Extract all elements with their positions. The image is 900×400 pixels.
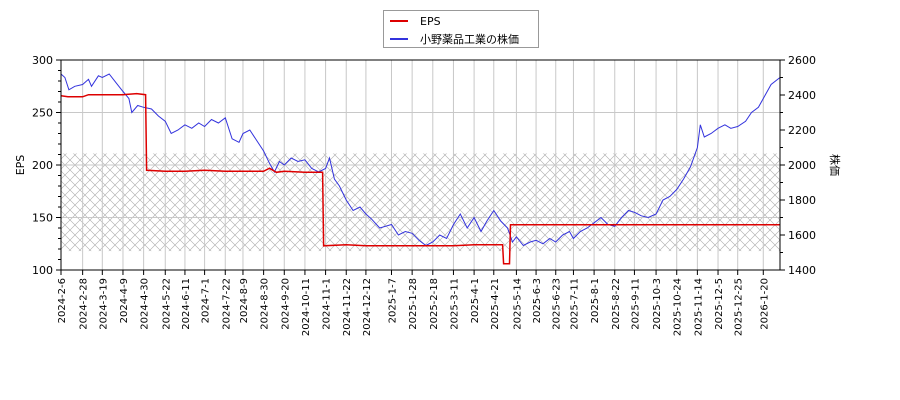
svg-text:250: 250 — [32, 107, 53, 120]
svg-text:2025-1-7: 2025-1-7 — [387, 278, 398, 323]
svg-text:2000: 2000 — [788, 159, 816, 172]
svg-text:2025-9-11: 2025-9-11 — [630, 278, 641, 330]
legend-label-price: 小野薬品工業の株価 — [420, 33, 519, 46]
svg-text:2025-11-14: 2025-11-14 — [693, 278, 704, 336]
eps-swatch-icon — [390, 20, 408, 22]
svg-text:2024-4-30: 2024-4-30 — [140, 278, 151, 330]
svg-text:2400: 2400 — [788, 89, 816, 102]
y-axis-label-left: EPS — [14, 155, 27, 176]
svg-text:2024-7-22: 2024-7-22 — [221, 278, 232, 330]
svg-text:2024-7-1: 2024-7-1 — [201, 278, 212, 323]
svg-text:2024-8-9: 2024-8-9 — [239, 278, 250, 323]
svg-text:2025-8-22: 2025-8-22 — [611, 278, 622, 330]
svg-text:2025-1-28: 2025-1-28 — [408, 278, 419, 330]
svg-text:2025-2-18: 2025-2-18 — [429, 278, 440, 330]
svg-text:100: 100 — [32, 264, 53, 277]
svg-text:2025-8-1: 2025-8-1 — [590, 278, 601, 323]
y-axis-label-right: 株価 — [828, 154, 842, 176]
axes: 100 150 200 250 300 1400 1600 1800 2000 2200 2400 2… — [32, 54, 816, 336]
svg-text:2024-3-19: 2024-3-19 — [98, 278, 109, 330]
svg-text:2600: 2600 — [788, 54, 816, 67]
svg-text:2025-4-1: 2025-4-1 — [470, 278, 481, 323]
svg-text:2025-10-24: 2025-10-24 — [673, 278, 684, 336]
svg-text:2024-12-12: 2024-12-12 — [362, 278, 373, 336]
svg-text:2024-5-22: 2024-5-22 — [161, 278, 172, 330]
svg-text:2200: 2200 — [788, 124, 816, 137]
svg-text:2024-10-11: 2024-10-11 — [301, 278, 312, 336]
svg-text:2024-9-20: 2024-9-20 — [280, 278, 291, 330]
svg-text:150: 150 — [32, 212, 53, 225]
svg-text:2025-12-5: 2025-12-5 — [714, 278, 725, 330]
svg-text:2025-3-11: 2025-3-11 — [449, 278, 460, 330]
svg-text:2025-12-25: 2025-12-25 — [734, 278, 745, 336]
svg-text:2024-11-1: 2024-11-1 — [322, 278, 333, 330]
price-swatch-icon — [390, 38, 408, 40]
svg-text:2025-7-11: 2025-7-11 — [569, 278, 580, 330]
legend: EPS 小野薬品工業の株価 — [383, 10, 539, 48]
svg-text:2024-6-11: 2024-6-11 — [181, 278, 192, 330]
svg-text:200: 200 — [32, 159, 53, 172]
svg-text:2026-1-20: 2026-1-20 — [759, 278, 770, 330]
svg-text:2025-6-3: 2025-6-3 — [532, 278, 543, 323]
price-series-line — [61, 73, 780, 247]
hatched-band — [61, 153, 780, 252]
svg-text:2025-6-23: 2025-6-23 — [552, 278, 563, 330]
legend-item-eps: EPS — [390, 13, 441, 29]
svg-text:1400: 1400 — [788, 264, 816, 277]
eps-series-line — [61, 92, 780, 265]
legend-label-eps: EPS — [420, 14, 441, 28]
svg-text:2024-2-28: 2024-2-28 — [79, 278, 90, 330]
svg-text:1600: 1600 — [788, 229, 816, 242]
svg-text:2024-8-30: 2024-8-30 — [260, 278, 271, 330]
svg-text:2024-4-9: 2024-4-9 — [119, 278, 130, 323]
svg-text:1800: 1800 — [788, 194, 816, 207]
svg-text:2025-5-14: 2025-5-14 — [512, 278, 523, 330]
svg-text:2025-4-21: 2025-4-21 — [490, 278, 501, 330]
svg-text:2024-11-22: 2024-11-22 — [342, 278, 353, 336]
legend-item-price: 小野薬品工業の株価 — [390, 31, 519, 47]
svg-text:2024-2-6: 2024-2-6 — [57, 278, 68, 323]
svg-text:2025-10-3: 2025-10-3 — [652, 278, 663, 330]
svg-text:300: 300 — [32, 54, 53, 67]
